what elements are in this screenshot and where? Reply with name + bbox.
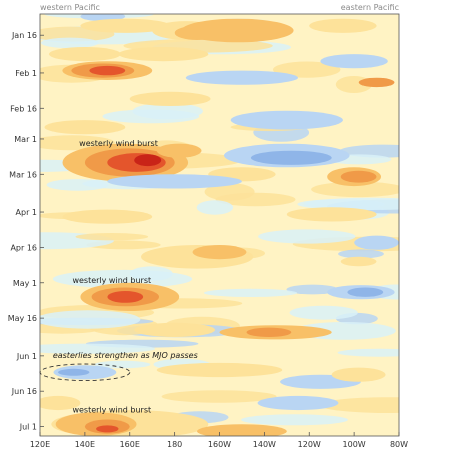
y-tick-label: Jun 1	[16, 352, 37, 361]
background-anomaly-patch	[203, 288, 298, 297]
wind-anomaly-feature	[358, 77, 395, 88]
annotation-text: easterlies strengthen as MJO passes	[53, 351, 198, 360]
x-tick-label: 100W	[343, 440, 366, 449]
background-anomaly-patch	[289, 305, 358, 320]
wind-anomaly-feature	[156, 362, 283, 378]
wind-anomaly-feature	[185, 70, 298, 85]
wind-anomaly-feature	[40, 395, 81, 411]
annotation-layer: westerly wind burst westerly wind burst ea…	[39, 139, 198, 414]
annotation-text: westerly wind burst	[72, 276, 151, 285]
wind-anomaly-feature	[309, 18, 377, 33]
wind-anomaly-feature	[347, 287, 384, 297]
wind-anomaly-feature	[354, 235, 399, 250]
background-anomaly-patch	[129, 266, 173, 282]
background-anomaly-patch	[258, 229, 356, 244]
x-tick-label: 160W	[208, 440, 231, 449]
background-anomaly-patch	[40, 310, 141, 329]
wind-anomaly-feature	[331, 367, 386, 382]
wind-anomaly-feature	[96, 425, 119, 433]
y-tick-label: Feb 16	[10, 104, 37, 113]
y-tick-label: Jul 1	[19, 423, 37, 432]
y-tick-label: Jun 16	[11, 387, 37, 396]
y-tick-label: Mar 1	[14, 135, 37, 144]
x-tick-label: 140E	[75, 440, 95, 449]
mjo-dashed-ellipse	[39, 363, 131, 382]
wind-anomaly-feature	[246, 327, 292, 337]
wind-anomaly-feature	[340, 256, 377, 267]
x-tick-label: 120W	[298, 440, 321, 449]
background-anomaly-patch	[286, 284, 339, 295]
wind-anomaly-feature	[57, 368, 90, 376]
background-anomaly-patch	[241, 414, 348, 426]
x-tick-label: 120E	[30, 440, 50, 449]
wind-anomaly-feature	[134, 154, 162, 167]
wind-anomaly-feature	[156, 143, 202, 158]
background-anomaly-patch	[273, 61, 341, 78]
background-anomaly-patch	[41, 37, 99, 49]
background-anomaly-patch	[338, 249, 384, 259]
wind-anomaly-feature	[286, 207, 377, 222]
corner-label-east: eastern Pacific	[341, 3, 399, 12]
background-anomaly-patch	[337, 348, 399, 357]
wind-anomaly-feature	[80, 18, 171, 33]
y-tick-label: May 1	[13, 279, 37, 288]
background-anomaly-patch	[303, 197, 399, 210]
plot-area	[39, 13, 400, 437]
background-anomaly-patch	[40, 343, 156, 354]
wind-anomaly-feature	[107, 174, 242, 189]
background-anomaly-patch	[196, 200, 234, 215]
background-anomaly-patch	[311, 181, 399, 198]
wind-anomaly-feature	[134, 322, 216, 337]
wind-anomaly-feature	[89, 65, 126, 76]
wind-anomaly-feature	[340, 170, 377, 183]
y-tick-label: Feb 1	[15, 69, 37, 78]
y-tick-label: May 16	[8, 314, 37, 323]
annotation-text: westerly wind burst	[72, 405, 151, 414]
y-tick-label: Jan 16	[11, 31, 37, 40]
background-anomaly-patch	[46, 179, 109, 191]
wind-anomaly-feature	[44, 120, 126, 135]
wind-anomaly-feature	[181, 18, 294, 43]
wind-anomaly-feature	[107, 291, 144, 303]
annotation-text: westerly wind burst	[79, 139, 158, 148]
background-anomaly-patch	[204, 183, 255, 201]
wind-anomaly-feature	[49, 47, 121, 62]
x-tick-label: 140W	[253, 440, 276, 449]
wind-anomaly-feature	[250, 150, 332, 165]
background-anomaly-patch	[94, 360, 151, 369]
background-anomaly-patch	[102, 109, 200, 124]
background-anomaly-patch	[75, 233, 149, 241]
wind-anomaly-feature	[230, 110, 343, 130]
wind-anomaly-feature	[118, 47, 209, 62]
y-tick-label: Apr 1	[16, 208, 37, 217]
background-anomaly-patch	[319, 397, 399, 413]
x-tick-label: 160E	[120, 440, 140, 449]
wind-anomaly-feature	[62, 209, 153, 224]
x-tick-label: 80W	[390, 440, 408, 449]
y-tick-label: Apr 16	[10, 243, 37, 252]
wind-anomaly-feature	[257, 395, 339, 411]
y-axis: Jan 16 Feb 1 Feb 16 Mar 1 Mar 16 Apr 1 Apr 16 M…	[8, 31, 44, 432]
background-anomaly-patch	[339, 144, 399, 158]
wind-anomaly-feature	[129, 91, 211, 106]
x-axis: 120E 140E 160E 180 160W 140W 120W 100W 80W	[30, 432, 408, 449]
wind-anomaly-feature	[192, 245, 247, 260]
y-tick-label: Mar 16	[9, 170, 37, 179]
wind-anomaly-feature	[320, 54, 388, 69]
corner-label-west: western Pacific	[40, 3, 100, 12]
x-tick-label: 180	[167, 440, 182, 449]
background-anomaly-patch	[161, 390, 277, 403]
